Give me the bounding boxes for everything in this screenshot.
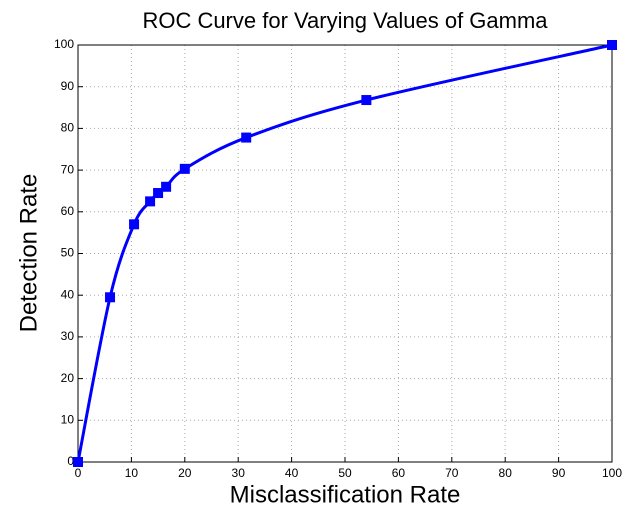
x-tick-label: 90 bbox=[552, 466, 566, 480]
y-tick-label: 40 bbox=[61, 287, 75, 301]
x-tick-label: 60 bbox=[392, 466, 406, 480]
y-tick-label: 10 bbox=[61, 412, 75, 426]
x-tick-label: 50 bbox=[338, 466, 352, 480]
marker bbox=[129, 219, 140, 230]
marker bbox=[161, 181, 172, 192]
marker bbox=[241, 132, 252, 143]
marker bbox=[145, 196, 156, 207]
x-tick-label: 80 bbox=[499, 466, 513, 480]
x-tick-label: 30 bbox=[232, 466, 246, 480]
y-tick-label: 50 bbox=[61, 246, 75, 260]
x-axis-label: Misclassification Rate bbox=[230, 481, 461, 508]
y-tick-label: 90 bbox=[61, 79, 75, 93]
y-tick-label: 70 bbox=[61, 162, 75, 176]
marker bbox=[179, 163, 190, 174]
y-axis-label: Detection Rate bbox=[15, 174, 42, 333]
y-tick-label: 60 bbox=[61, 204, 75, 218]
plot-frame bbox=[77, 44, 613, 463]
x-tick-label: 0 bbox=[75, 466, 82, 480]
marker bbox=[105, 292, 116, 303]
chart-title: ROC Curve for Varying Values of Gamma bbox=[142, 8, 548, 33]
marker bbox=[361, 95, 372, 106]
x-tick-label: 20 bbox=[178, 466, 192, 480]
y-tick-label: 100 bbox=[54, 37, 74, 51]
x-tick-label: 40 bbox=[285, 466, 299, 480]
marker bbox=[153, 188, 164, 199]
marker bbox=[73, 457, 83, 467]
x-tick-label: 100 bbox=[602, 466, 622, 480]
y-tick-label: 30 bbox=[61, 329, 75, 343]
y-tick-label: 20 bbox=[61, 371, 75, 385]
x-tick-label: 10 bbox=[125, 466, 139, 480]
marker bbox=[607, 40, 617, 50]
y-tick-label: 0 bbox=[67, 454, 74, 468]
y-tick-label: 80 bbox=[61, 121, 75, 135]
x-tick-label: 70 bbox=[445, 466, 459, 480]
